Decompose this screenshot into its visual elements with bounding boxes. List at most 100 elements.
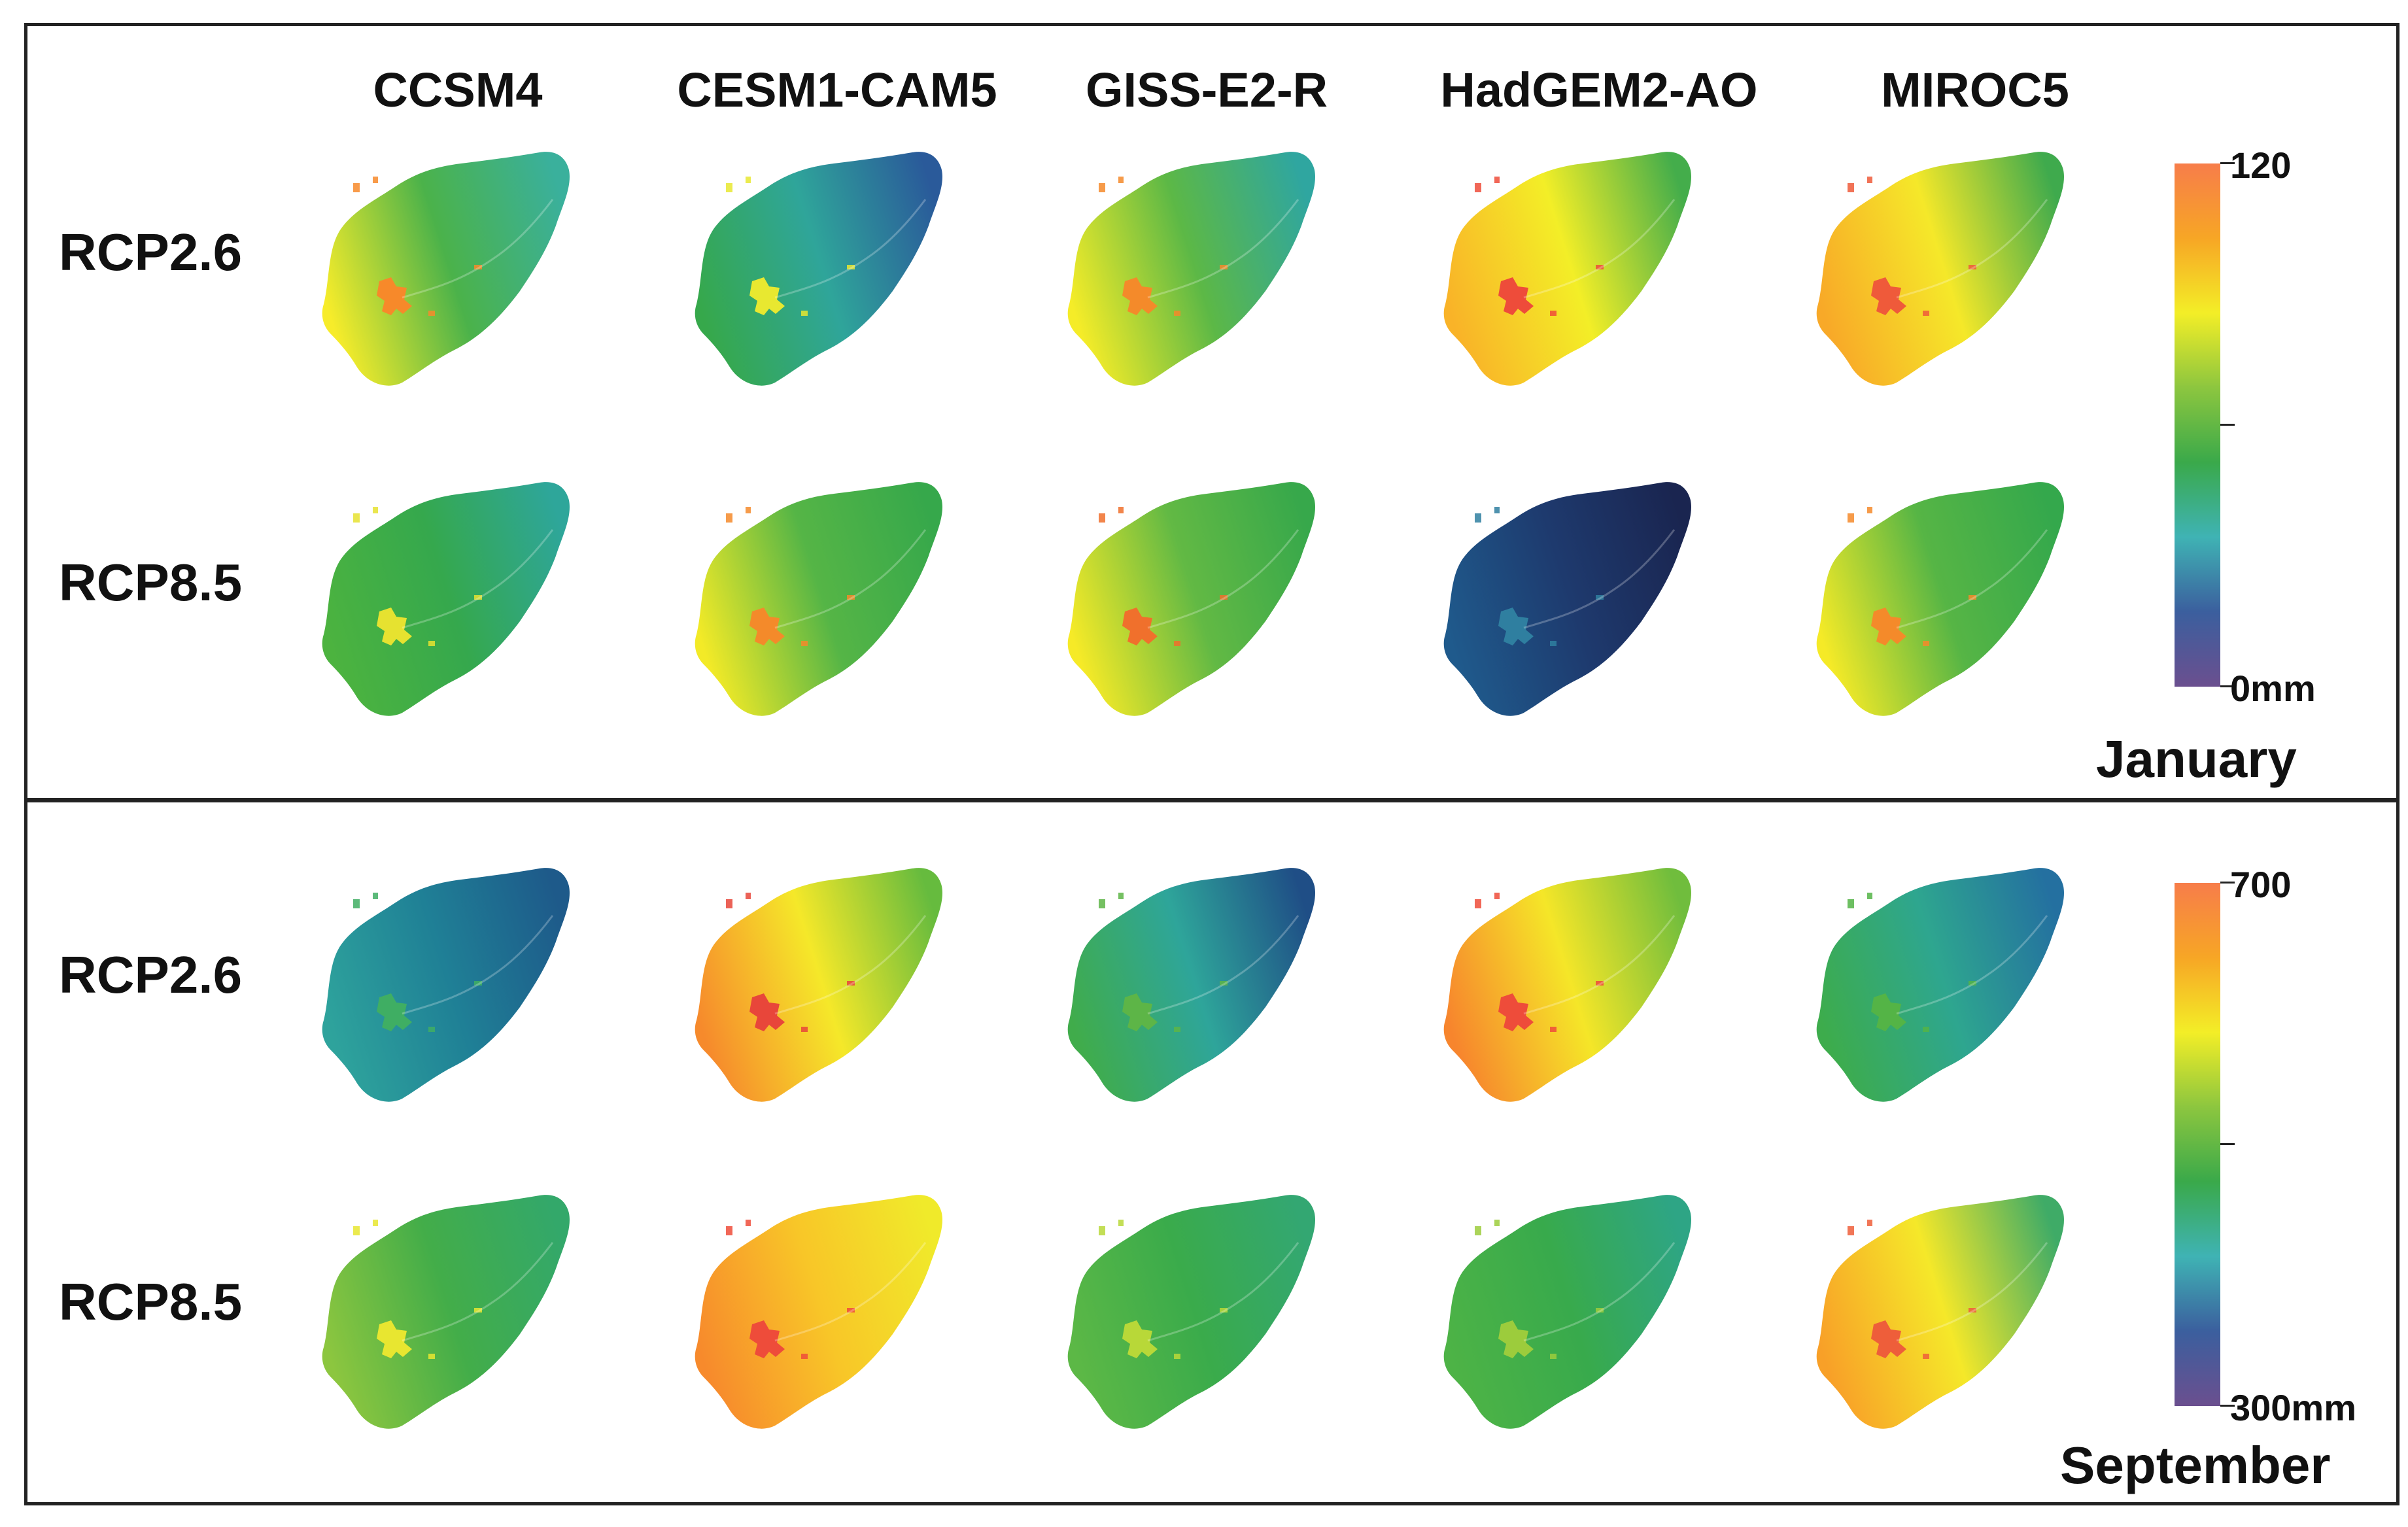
colorbar-tick [2220, 162, 2235, 164]
land-patch [1969, 981, 1976, 986]
map-ccsm4-september-rcp2-6 [304, 863, 585, 1105]
colorbar-min-label: 0mm [2230, 668, 2316, 709]
river-line [1147, 529, 1299, 629]
model-header-cesm1-cam5: CESM1-CAM5 [677, 63, 997, 117]
catchment-shape [1816, 868, 2064, 1102]
land-patch [1475, 183, 1481, 192]
land-patch [746, 177, 751, 183]
land-patch [1848, 513, 1854, 523]
catchment-map [1067, 482, 1315, 716]
land-patch [1550, 1354, 1557, 1359]
urban-area [377, 608, 412, 645]
land-patch [1494, 893, 1500, 899]
catchment-map [322, 868, 570, 1102]
land-patch [847, 595, 855, 600]
urban-area [1871, 608, 1906, 645]
colorbar-tick [2220, 424, 2235, 426]
land-patch [1099, 183, 1105, 192]
land-patch [746, 893, 751, 899]
catchment-map [1443, 482, 1691, 716]
river-line [1147, 915, 1299, 1015]
land-patch [1099, 899, 1105, 908]
land-patch [1969, 595, 1976, 600]
land-patch [801, 311, 808, 316]
catchment-shape [1443, 482, 1691, 716]
land-patch [1118, 507, 1124, 513]
land-patch [1220, 595, 1228, 600]
land-patch [1923, 1354, 1929, 1359]
colorbar-tick [2220, 1143, 2235, 1145]
land-patch [1099, 513, 1105, 523]
map-miroc5-january-rcp2-6 [1798, 147, 2080, 389]
map-hadgem2-ao-september-rcp8-5 [1426, 1190, 1707, 1432]
land-patch [1494, 507, 1500, 513]
model-header-miroc5: MIROC5 [1881, 63, 2069, 117]
month-label-january: January [2096, 730, 2297, 788]
land-patch [801, 1354, 808, 1359]
river-line [1147, 1242, 1299, 1342]
urban-area [1122, 277, 1158, 315]
urban-area [749, 1320, 785, 1358]
land-patch [474, 595, 482, 600]
land-patch [373, 507, 378, 513]
urban-area [377, 277, 412, 315]
river-line [402, 1242, 554, 1342]
land-patch [1969, 265, 1976, 269]
land-patch [353, 1226, 360, 1235]
map-giss-e2-r-september-rcp8-5 [1050, 1190, 1331, 1432]
catchment-shape [1067, 1195, 1315, 1429]
catchment-shape [695, 482, 942, 716]
catchment-shape [322, 152, 570, 386]
river-line [1896, 529, 2048, 629]
catchment-map [322, 482, 570, 716]
urban-area [1122, 1320, 1158, 1358]
catchment-shape [322, 868, 570, 1102]
urban-area [1871, 1320, 1906, 1358]
land-patch [1867, 177, 1872, 183]
catchment-shape [1067, 482, 1315, 716]
catchment-map [1443, 1195, 1691, 1429]
land-patch [1867, 893, 1872, 899]
catchment-map [1067, 868, 1315, 1102]
river-line [1896, 1242, 2048, 1342]
land-patch [1550, 641, 1557, 646]
colorbar-tick [2220, 882, 2235, 884]
land-patch [474, 265, 482, 269]
land-patch [1923, 1027, 1929, 1032]
river-line [402, 199, 554, 299]
river-line [1523, 199, 1676, 299]
river-line [774, 529, 927, 629]
land-patch [1174, 1027, 1180, 1032]
land-patch [1118, 177, 1124, 183]
map-cesm1-cam5-september-rcp8-5 [677, 1190, 958, 1432]
land-patch [474, 981, 482, 986]
land-patch [1174, 641, 1180, 646]
urban-area [749, 277, 785, 315]
colorbar-tick [2220, 1405, 2235, 1407]
map-ccsm4-january-rcp2-6 [304, 147, 585, 389]
catchment-map [1816, 482, 2064, 716]
urban-area [1498, 1320, 1534, 1358]
map-miroc5-september-rcp8-5 [1798, 1190, 2080, 1432]
land-patch [746, 1220, 751, 1226]
colorbar-tick [2220, 685, 2235, 687]
land-patch [1475, 1226, 1481, 1235]
land-patch [1099, 1226, 1105, 1235]
catchment-shape [1067, 868, 1315, 1102]
land-patch [373, 893, 378, 899]
urban-area [377, 993, 412, 1031]
catchment-shape [695, 152, 942, 386]
catchment-shape [1443, 868, 1691, 1102]
catchment-shape [322, 1195, 570, 1429]
land-patch [847, 981, 855, 986]
row-label-rcp8-5: RCP8.5 [59, 553, 243, 611]
catchment-map [322, 1195, 570, 1429]
colorbar-september [2175, 883, 2220, 1406]
urban-area [1498, 277, 1534, 315]
catchment-shape [1816, 482, 2064, 716]
urban-area [1498, 993, 1534, 1031]
river-line [774, 915, 927, 1015]
land-patch [428, 1027, 435, 1032]
map-ccsm4-january-rcp8-5 [304, 477, 585, 719]
urban-area [749, 608, 785, 645]
